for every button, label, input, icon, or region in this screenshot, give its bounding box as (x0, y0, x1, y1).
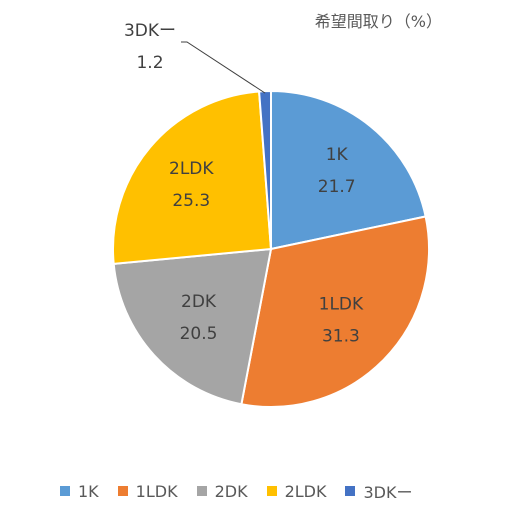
legend-item: 3DKー (345, 479, 412, 503)
pie-slices (112, 89, 430, 408)
legend-label: 2LDK (284, 481, 327, 501)
leader-lines (181, 41, 266, 94)
legend-label: 1LDK (135, 481, 178, 501)
pie-slice-2dk (112, 247, 273, 406)
chart-title: 希望間取り（%） (314, 12, 442, 31)
slice-value-label: 21.7 (318, 177, 356, 197)
legend-swatch (345, 486, 356, 496)
slice-category-label: 3DKー (124, 21, 176, 41)
leader-line (181, 41, 266, 94)
chart-legend: 1K 1LDK 2DK 2LDK 3DKー (60, 479, 431, 503)
slice-value-label: 25.3 (172, 191, 210, 211)
slice-value-label: 31.3 (322, 327, 360, 347)
data-labels: 1K 21.7 1LDK 31.3 2DK 20.5 2LDK 25.3 3DKー 1.2 (124, 21, 364, 347)
legend-item: 2LDK (266, 481, 327, 501)
legend-item: 1LDK (117, 481, 178, 501)
legend-label: 3DKー (363, 483, 413, 502)
pie-slice-2ldk (112, 90, 273, 265)
slice-value-label: 20.5 (180, 324, 218, 344)
legend-swatch (266, 486, 277, 496)
legend-swatch (196, 486, 207, 496)
pie-slice-1ldk (240, 215, 430, 408)
legend-item: 2DK (196, 481, 248, 501)
slice-category-label: 1K (326, 145, 349, 165)
legend-swatch (60, 486, 70, 496)
legend-item: 1K (60, 482, 99, 501)
slice-category-label: 2LDK (169, 159, 214, 179)
legend-label: 1K (78, 481, 99, 501)
slice-category-label: 2DK (181, 292, 217, 312)
pie-chart: 1K 21.7 1LDK 31.3 2DK 20.5 2LDK 25.3 3DKー 1.2 (112, 21, 430, 408)
legend-label: 2DK (214, 481, 248, 501)
slice-category-label: 1LDK (319, 295, 364, 315)
pie-slice-3dk (258, 89, 272, 250)
pie-slice-1k (270, 89, 427, 251)
legend-swatch (117, 486, 128, 496)
slice-value-label: 1.2 (136, 53, 163, 73)
